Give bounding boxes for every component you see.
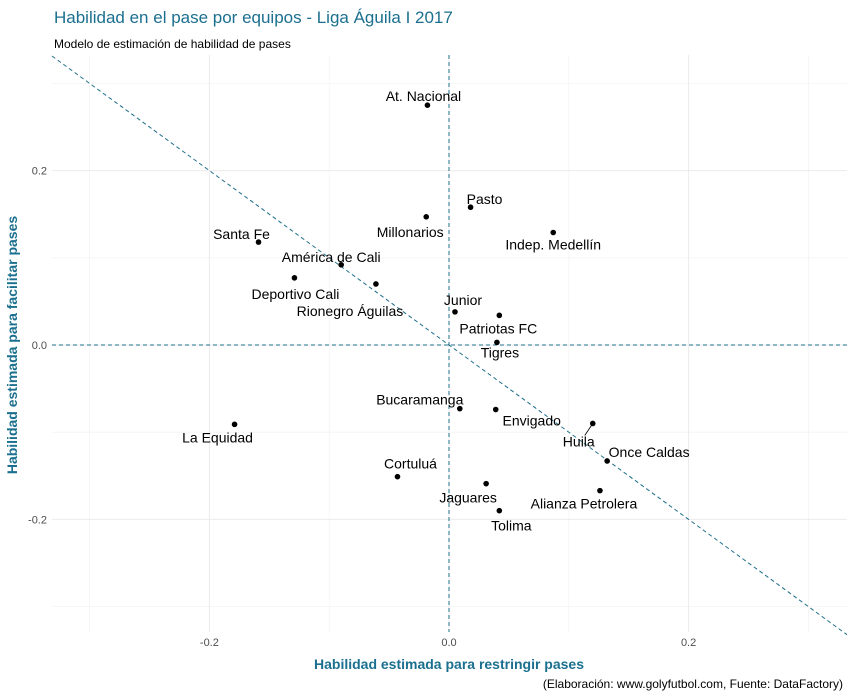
tick-labels: -0.2 0.0 0.2 -0.2 0.0 0.2: [28, 166, 696, 649]
team-label: Rionegro Águilas: [297, 303, 404, 319]
data-point: [423, 214, 430, 220]
data-point: [452, 309, 458, 315]
data-point: [373, 281, 379, 287]
data-point: [494, 339, 500, 346]
data-point: [338, 261, 344, 268]
data-point: [496, 507, 503, 514]
team-label: Envigado: [503, 413, 562, 429]
team-label: Pasto: [467, 191, 503, 207]
team-label: At. Nacional: [386, 88, 461, 104]
chart-caption: (Elaboración: www.golyfutbol.com, Fuente…: [542, 677, 843, 691]
team-label: Once Caldas: [609, 444, 690, 460]
team-label: Santa Fe: [213, 226, 270, 242]
team-label: Huila: [563, 433, 595, 449]
chart-title: Habilidad en el pase por equipos - Liga …: [54, 8, 453, 27]
team-label: Bucaramanga: [376, 392, 463, 408]
data-point: [291, 275, 298, 281]
x-tick-label: -0.2: [200, 637, 219, 649]
chart-subtitle: Modelo de estimación de habilidad de pas…: [54, 37, 291, 51]
x-tick-label: 0.0: [441, 637, 456, 649]
data-point: [550, 229, 557, 236]
team-label: Junior: [444, 292, 482, 308]
x-axis-title: Habilidad estimada para restringir pases: [314, 656, 584, 672]
data-point: [483, 480, 489, 487]
data-point: [467, 204, 474, 211]
team-label: Deportivo Cali: [251, 286, 339, 302]
label-leader-line: [584, 423, 594, 436]
team-label: Cortuluá: [384, 456, 437, 472]
team-label: Millonarios: [377, 224, 444, 240]
diagonal-reference-line: [51, 55, 848, 636]
team-label: Indep. Medellín: [505, 237, 601, 253]
data-point: [456, 405, 463, 412]
data-point: [492, 406, 499, 413]
team-label: Tigres: [481, 344, 519, 360]
team-label: Tolima: [491, 518, 532, 534]
data-point: [231, 421, 238, 428]
team-label: La Equidad: [182, 429, 253, 445]
team-label: Alianza Petrolera: [531, 496, 638, 512]
team-labels: At. Nacional Pasto Millonarios Indep. Medel…: [182, 88, 689, 533]
data-point: [597, 487, 603, 494]
team-label: América de Cali: [282, 249, 381, 265]
data-point: [255, 239, 262, 245]
data-points: [231, 102, 610, 514]
data-point: [604, 458, 610, 464]
data-point: [394, 473, 401, 480]
team-label: Jaguares: [439, 490, 497, 506]
y-tick-label: 0.2: [32, 166, 47, 178]
y-tick-label: 0.0: [32, 340, 47, 352]
team-label: Patriotas FC: [459, 320, 537, 336]
x-tick-label: 0.2: [681, 637, 696, 649]
data-point: [496, 312, 503, 319]
y-axis-title: Habilidad estimada para facilitar pases: [4, 216, 20, 475]
y-tick-label: -0.2: [28, 514, 47, 526]
reference-lines: [51, 55, 848, 636]
data-point: [424, 102, 431, 108]
